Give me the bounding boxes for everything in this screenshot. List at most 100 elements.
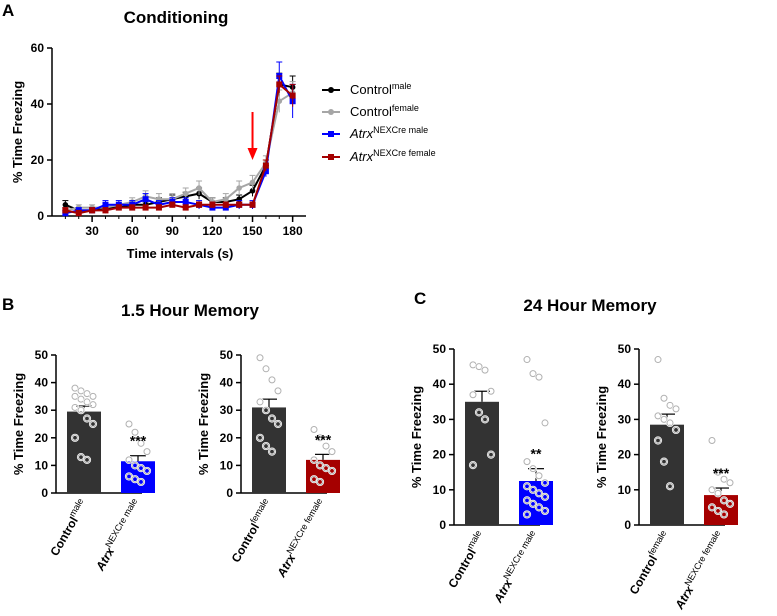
legend-sup: NEXCre female — [373, 148, 436, 158]
data-point — [481, 415, 489, 423]
panel-label-b: B — [2, 295, 14, 314]
y-axis-label: % Time Freezing — [594, 386, 609, 488]
data-point — [262, 442, 270, 450]
data-point — [475, 363, 483, 371]
series-atrx-nexcre-female — [62, 75, 296, 217]
data-point — [142, 204, 149, 211]
data-point — [523, 482, 531, 490]
data-point — [256, 434, 264, 442]
y-axis-label: % Time Freezing — [409, 386, 424, 488]
data-point — [654, 412, 662, 420]
data-point — [666, 419, 674, 427]
data-point — [89, 401, 97, 409]
data-point — [654, 437, 662, 445]
memory-15h-title: 1.5 Hour Memory — [121, 301, 259, 320]
data-point — [666, 401, 674, 409]
data-point — [249, 201, 256, 208]
data-point — [102, 207, 109, 214]
y-axis-label: % Time Freezing — [196, 373, 211, 475]
data-point — [143, 467, 151, 475]
category-base: Atrx — [92, 544, 117, 574]
y-tick-label: 0 — [226, 486, 233, 500]
data-point — [75, 210, 82, 217]
category-sup: female — [248, 497, 270, 525]
data-point — [529, 500, 537, 508]
category-sup: NEXCre female — [682, 529, 722, 588]
data-point — [89, 207, 96, 214]
significance-marker: *** — [713, 465, 730, 481]
x-tick-label: 180 — [283, 224, 303, 238]
data-point — [262, 406, 270, 414]
y-axis-label: % Time Freezing — [11, 373, 26, 475]
data-point — [137, 478, 145, 486]
data-point — [660, 394, 668, 402]
y-tick-label: 40 — [220, 376, 234, 390]
category-base: Control — [229, 521, 262, 565]
legend-item-atrx-female: AtrxNEXCre female — [322, 148, 436, 164]
y-tick-label: 30 — [618, 412, 632, 426]
data-point — [83, 414, 91, 422]
data-point — [541, 493, 549, 501]
y-tick-label: 0 — [41, 486, 48, 500]
data-point — [222, 196, 229, 202]
data-point — [726, 500, 734, 508]
data-point — [268, 414, 276, 422]
data-point — [720, 496, 728, 504]
svg-text:Controlmale: Controlmale — [350, 81, 411, 97]
category-sup: NEXCre female — [284, 497, 324, 556]
data-point — [541, 419, 549, 427]
category-label: AtrxNEXCre male — [489, 529, 543, 606]
data-point — [256, 354, 264, 362]
data-point — [660, 415, 668, 423]
conditioning-chart: 0 20 40 60 30 60 90 120 150 180 — [31, 41, 306, 238]
data-point — [137, 439, 145, 447]
y-tick-label: 50 — [35, 348, 49, 362]
data-point — [720, 510, 728, 518]
category-label: AtrxNEXCre female — [272, 497, 330, 581]
y-tick-label: 0 — [624, 518, 631, 532]
data-point — [256, 398, 264, 406]
category-sup: female — [646, 529, 668, 557]
category-label: Controlmale — [444, 529, 489, 591]
category-base: Control — [445, 546, 478, 590]
data-point — [310, 456, 318, 464]
conditioning-ylabel: % Time Freezing — [10, 81, 25, 183]
data-point — [654, 356, 662, 364]
legend-label: Atrx — [349, 149, 374, 164]
data-point — [322, 442, 330, 450]
y-tick-label: 20 — [618, 448, 632, 462]
data-point — [720, 475, 728, 483]
data-point — [268, 376, 276, 384]
data-point — [196, 185, 202, 191]
panel-label-a: A — [2, 1, 14, 20]
category-label: Controlfemale — [227, 497, 276, 565]
data-point — [249, 188, 256, 194]
data-point — [276, 98, 283, 104]
chart-15h-female: 0 10 20 30 40 50 % Time Freezing Controlfemale *… — [196, 348, 340, 580]
legend-item-atrx-male: AtrxNEXCre male — [322, 125, 428, 141]
data-point — [125, 456, 133, 464]
memory-24h-title: 24 Hour Memory — [523, 296, 657, 315]
data-point — [328, 467, 336, 475]
x-tick-label: 60 — [126, 224, 140, 238]
data-point — [89, 392, 97, 400]
data-point — [708, 486, 716, 494]
data-point — [316, 434, 324, 442]
y-tick-label: 10 — [433, 483, 447, 497]
significance-marker: *** — [130, 433, 147, 449]
data-point — [62, 202, 69, 208]
conditioning-title: Conditioning — [124, 8, 229, 27]
panel-label-c: C — [414, 289, 426, 308]
data-point — [541, 507, 549, 515]
data-point — [143, 448, 151, 456]
y-tick-label: 10 — [220, 458, 234, 472]
y-tick-label: 40 — [433, 377, 447, 391]
chart-24h-female: 0 10 20 30 40 50 % Time Freezing Controlfemale *… — [594, 342, 738, 612]
data-point — [77, 406, 85, 414]
data-point — [274, 420, 282, 428]
data-point — [249, 179, 256, 186]
legend-item-control-male: Controlmale — [322, 81, 411, 97]
y-tick-label: 30 — [35, 403, 49, 417]
data-point — [714, 489, 722, 497]
data-point — [672, 426, 680, 434]
